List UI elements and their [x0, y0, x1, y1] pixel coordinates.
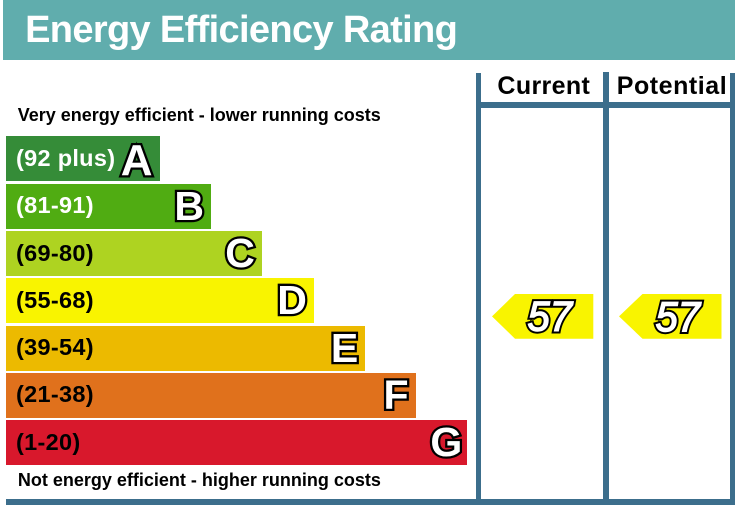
svg-text:57: 57 [656, 294, 702, 339]
svg-text:57: 57 [656, 294, 702, 339]
svg-text:57: 57 [528, 294, 574, 339]
svg-text:57: 57 [528, 294, 574, 339]
